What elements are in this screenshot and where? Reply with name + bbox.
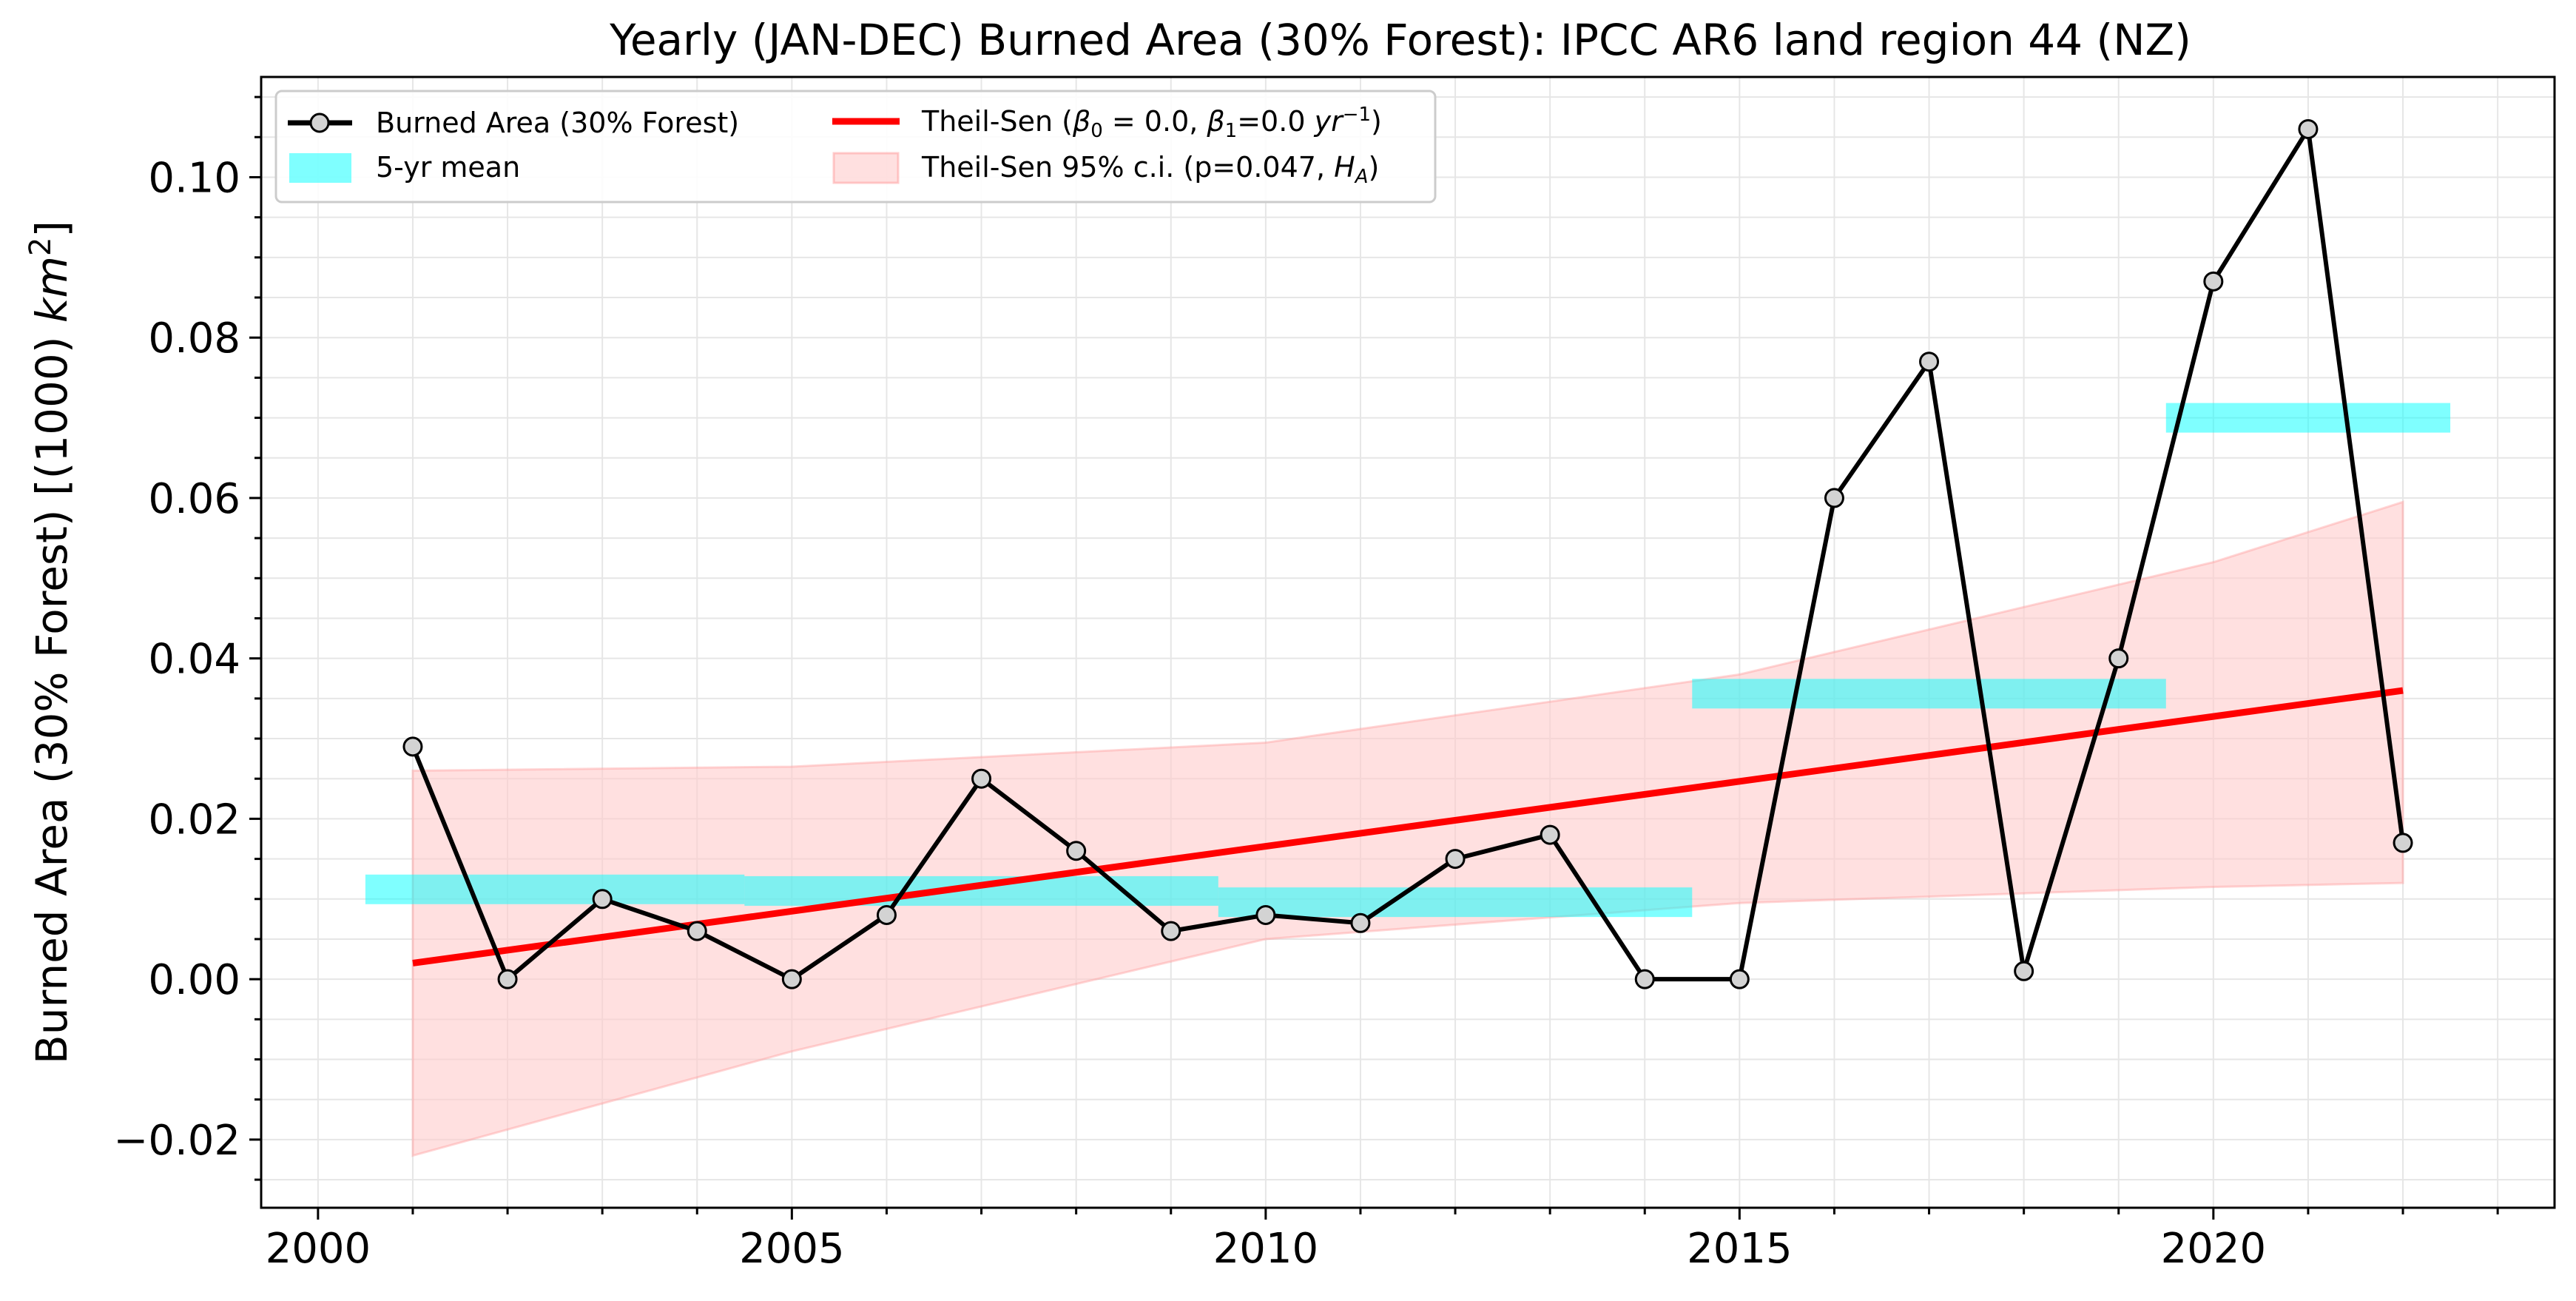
- five-year-mean-bar: [744, 875, 1218, 906]
- data-point: [781, 969, 802, 989]
- x-tick-label: 2000: [266, 1225, 371, 1273]
- y-axis: −0.02 0.00 0.02 0.04 0.06 0.08 0.10: [113, 95, 261, 1181]
- legend-swatch-five-year-mean: [289, 153, 351, 183]
- plot-frame: [260, 75, 2556, 1209]
- legend-swatch-confidence-interval: [832, 152, 900, 184]
- data-point: [2014, 961, 2034, 981]
- x-tick-label: 2010: [1213, 1225, 1319, 1273]
- data-point: [876, 904, 897, 925]
- data-point: [1634, 969, 1655, 989]
- five-year-mean-bar: [1692, 679, 2166, 709]
- x-tick-label: 2015: [1687, 1225, 1793, 1273]
- data-point: [592, 889, 613, 910]
- chart-title: Yearly (JAN-DEC) Burned Area (30% Forest…: [609, 15, 2191, 65]
- legend-label-theil-sen: Theil-Sen (β0 = 0.0, β1=0.0 yr−1): [921, 104, 1382, 142]
- beta1-value: =0.0: [1237, 105, 1314, 138]
- y-tick-label: 0.08: [148, 315, 240, 363]
- y-axis-label-text: Burned Area (30% Forest) [(1000): [27, 323, 77, 1064]
- y-tick-label: 0.04: [148, 636, 240, 684]
- data-point: [2298, 118, 2319, 139]
- five-year-mean-bars: [365, 403, 2451, 918]
- data-point: [1824, 488, 1844, 508]
- slope-unit-exponent: −1: [1343, 104, 1371, 126]
- data-point: [1066, 841, 1087, 861]
- y-axis-label-unit: km: [27, 256, 77, 323]
- ha-symbol: H: [1334, 151, 1355, 184]
- slope-unit: yr: [1314, 105, 1344, 138]
- data-point: [2108, 648, 2129, 669]
- legend-frame: [274, 90, 1437, 204]
- data-point: [402, 736, 423, 757]
- beta1-subscript: 1: [1225, 120, 1238, 142]
- y-tick-label: 0.06: [148, 475, 240, 523]
- legend-swatch-burned-area-marker: [309, 112, 330, 133]
- legend-label-confidence-interval: Theil-Sen 95% c.i. (p=0.047, HA): [921, 151, 1379, 188]
- data-point: [971, 768, 992, 789]
- data-point: [1161, 921, 1181, 941]
- beta0-symbol: β: [1072, 105, 1090, 138]
- burned-area-series: [402, 118, 2413, 989]
- y-tick-label: 0.00: [148, 956, 240, 1004]
- data-point: [1919, 352, 1940, 372]
- data-point: [1445, 849, 1466, 870]
- data-point: [1255, 904, 1276, 925]
- data-point: [497, 969, 518, 989]
- theil-sen-trend: [412, 687, 2404, 966]
- beta0-subscript: 0: [1090, 120, 1103, 142]
- x-axis: 2000 2005 2010 2015 2020: [266, 1208, 2499, 1273]
- ci-suffix: ): [1369, 151, 1380, 184]
- ci-prefix: Theil-Sen 95% c.i. (p=0.047,: [921, 151, 1334, 184]
- y-axis-label-exponent: 2: [24, 238, 58, 256]
- data-point: [1540, 824, 1560, 845]
- y-tick-label: 0.10: [148, 154, 240, 202]
- data-point: [2393, 833, 2413, 853]
- data-point: [1729, 969, 1750, 989]
- y-tick-label: 0.02: [148, 796, 240, 844]
- legend: Burned Area (30% Forest) 5-yr mean Theil…: [274, 90, 1437, 204]
- x-tick-label: 2020: [2161, 1225, 2267, 1273]
- data-point: [1350, 912, 1371, 933]
- y-axis-label-end: ]: [27, 221, 77, 238]
- beta0-value: = 0.0,: [1103, 105, 1207, 138]
- five-year-mean-bar: [1218, 887, 1693, 918]
- burned-area-line: [411, 127, 2406, 982]
- five-year-mean-bar: [365, 874, 745, 904]
- theil-sen-prefix: Theil-Sen (: [921, 105, 1073, 138]
- legend-label-burned-area: Burned Area (30% Forest): [376, 107, 739, 139]
- ha-subscript: A: [1354, 166, 1369, 188]
- theil-sen-suffix: ): [1371, 105, 1382, 138]
- y-tick-label: −0.02: [113, 1117, 240, 1165]
- y-axis-label: Burned Area (30% Forest) [(1000) km2]: [24, 221, 77, 1064]
- legend-label-five-year-mean: 5-yr mean: [376, 151, 520, 184]
- data-point: [687, 921, 707, 941]
- beta1-symbol: β: [1206, 105, 1224, 138]
- data-point: [2203, 271, 2224, 292]
- five-year-mean-bar: [2165, 403, 2451, 433]
- x-tick-label: 2005: [739, 1225, 845, 1273]
- theil-sen-line: [412, 687, 2404, 966]
